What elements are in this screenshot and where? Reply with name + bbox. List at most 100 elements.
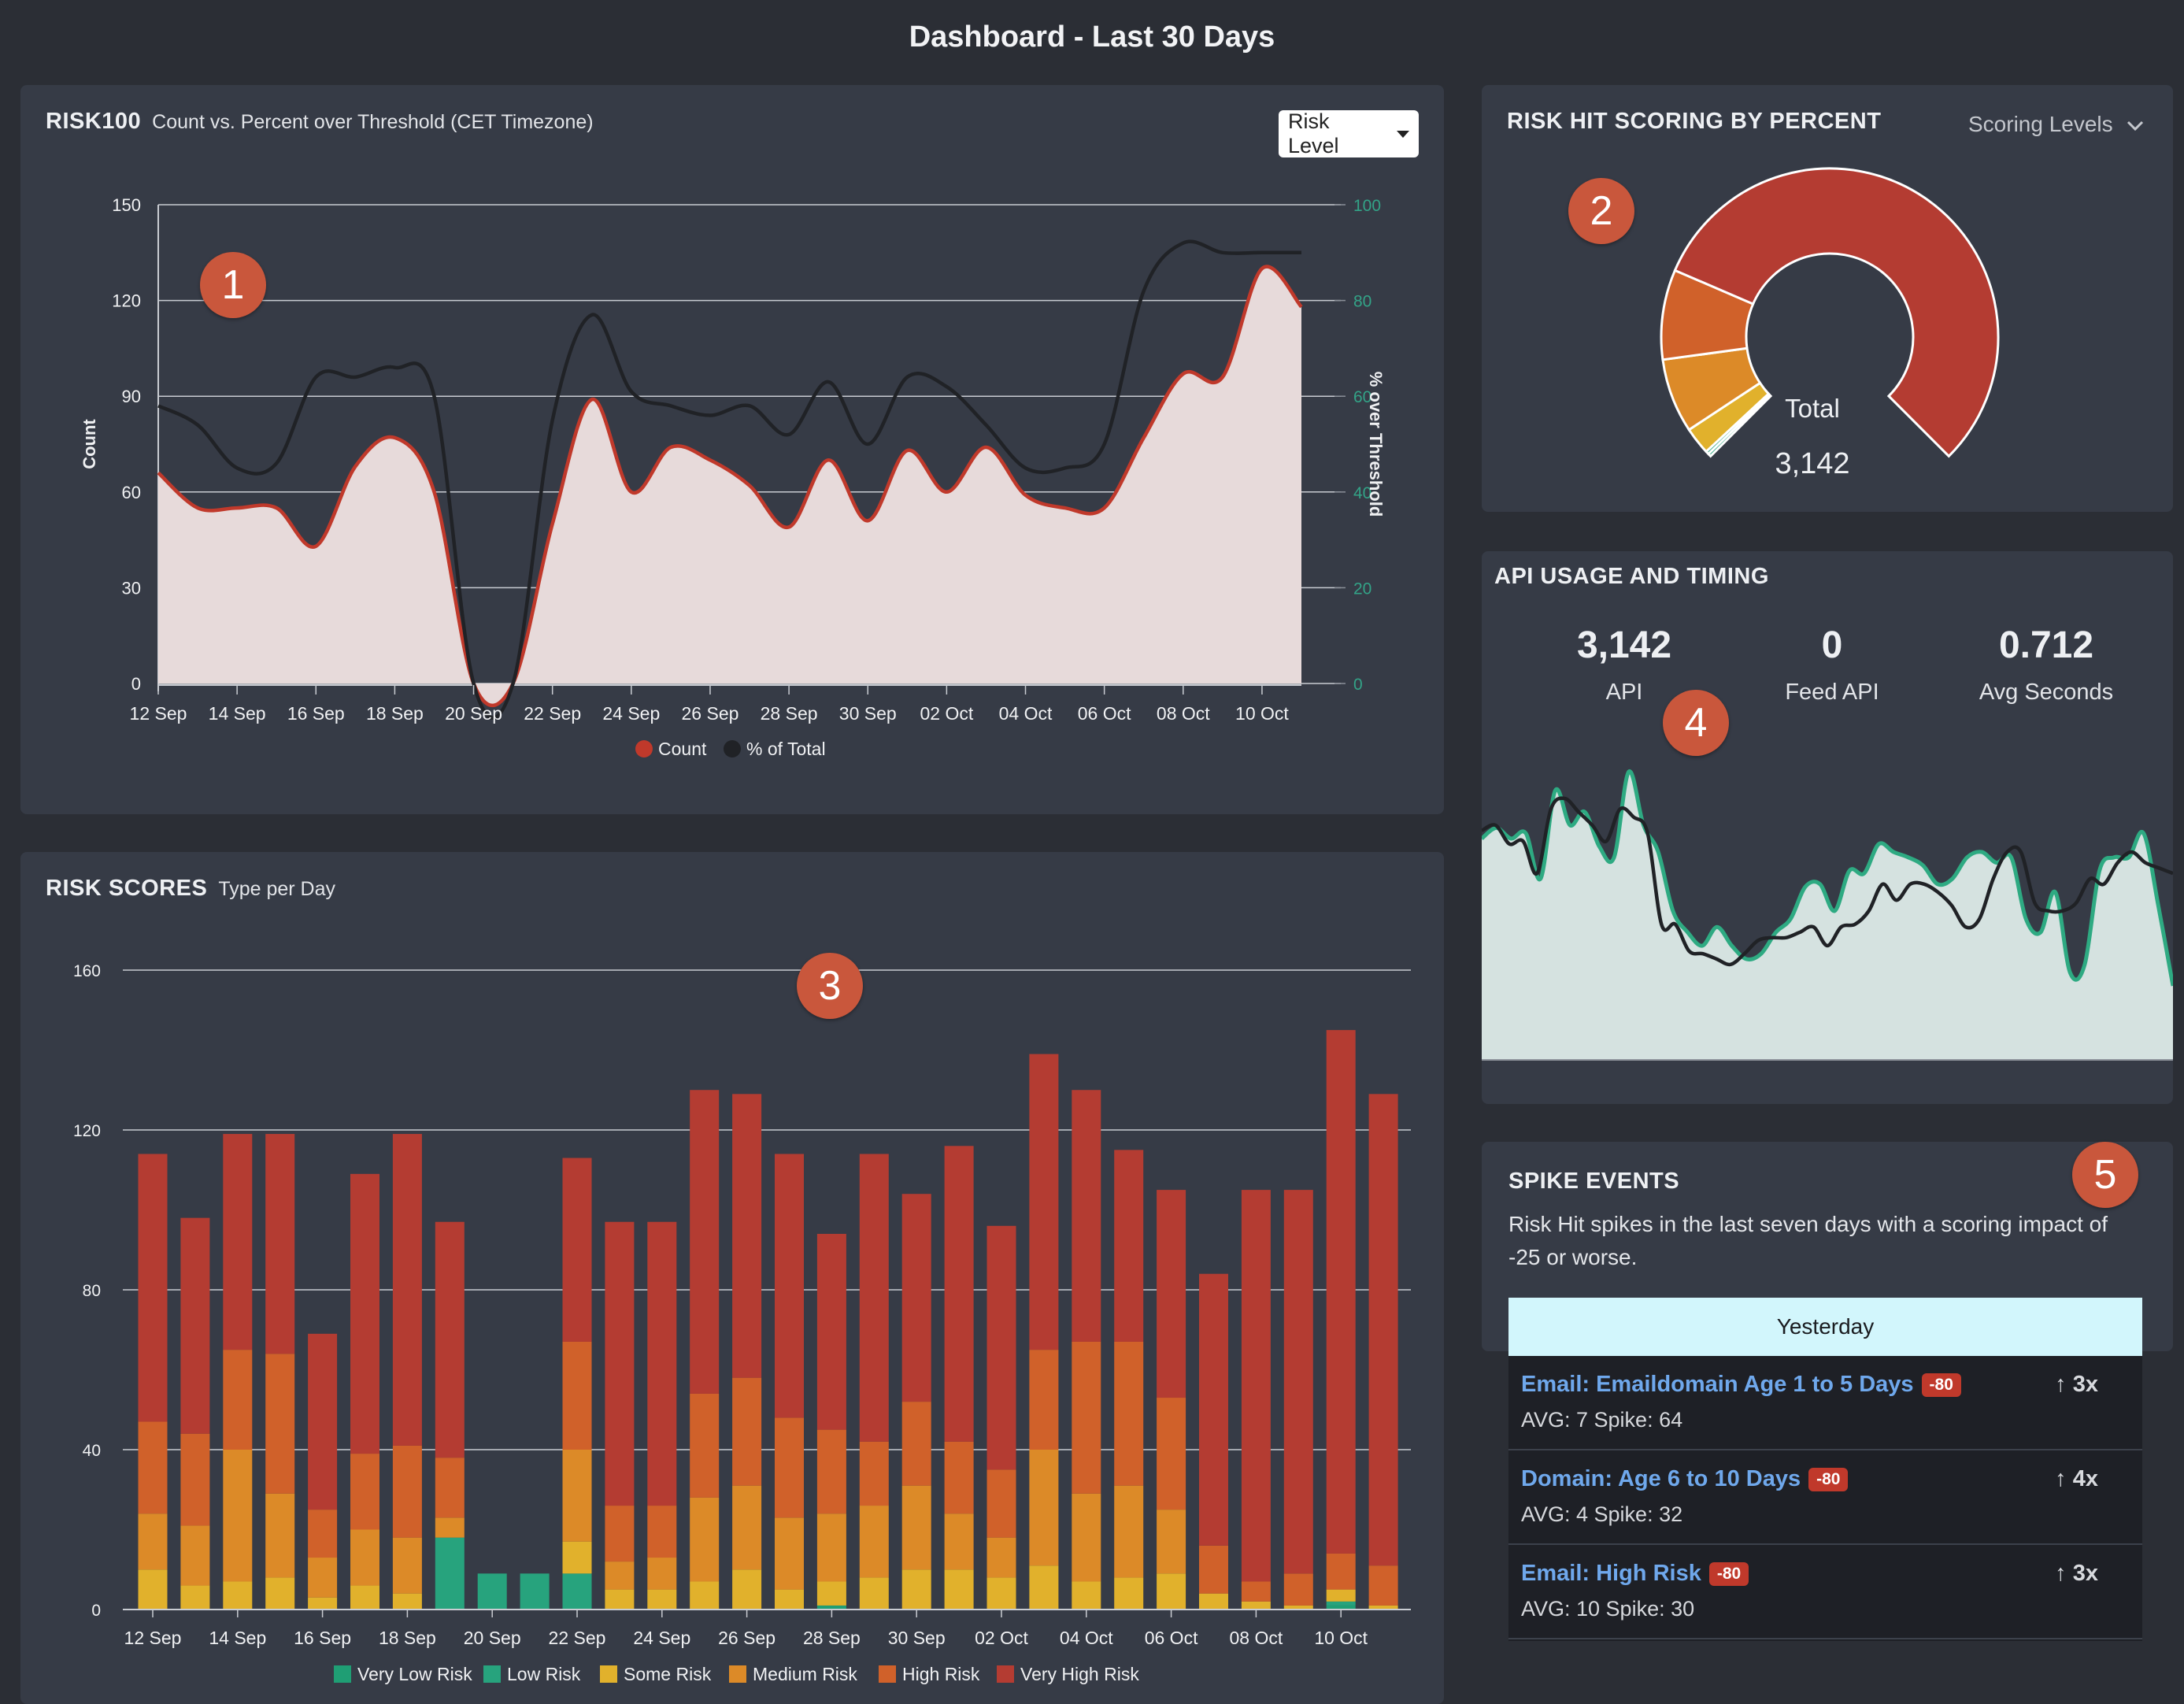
y2-tick-label: 80 (1353, 293, 1371, 311)
x-tick-label: 02 Oct (975, 1628, 1028, 1648)
bar-segment (1114, 1150, 1144, 1342)
bar-segment (732, 1569, 762, 1610)
risk-scores-subtitle: Type per Day (218, 878, 336, 900)
y2-tick-label: 0 (1353, 676, 1363, 694)
x-tick-label: 14 Sep (209, 1628, 266, 1648)
y-tick-label: 150 (112, 195, 141, 215)
risk-level-dropdown[interactable]: Risk Level (1279, 109, 1419, 157)
bar-segment (138, 1569, 168, 1610)
bar-segment (1157, 1398, 1186, 1510)
bar-segment (435, 1537, 465, 1610)
avg-seconds-stat-label: Avg Seconds (1979, 680, 2114, 705)
bar-segment (1199, 1593, 1228, 1610)
bar-segment (816, 1581, 846, 1606)
bar-segment (308, 1510, 338, 1558)
legend-label: Medium Risk (753, 1664, 857, 1684)
x-tick-label: 06 Oct (1078, 703, 1131, 724)
bar-segment (1199, 1545, 1228, 1594)
bar-segment (1326, 1601, 1356, 1606)
bar-segment (392, 1134, 422, 1446)
risk-scores-title: RISK SCORES (46, 876, 208, 901)
spike-row[interactable]: Domain: Age 6 to 10 Days -80 ↑ 4x AVG: 4 … (1508, 1450, 2142, 1545)
feed-api-stat: 0 Feed API (1718, 624, 1946, 706)
bar-segment (562, 1158, 592, 1342)
bar-segment (901, 1402, 931, 1486)
x-tick-label: 04 Oct (999, 703, 1053, 724)
bar-segment (223, 1350, 253, 1450)
count-line (157, 265, 1303, 708)
bar-segment (1241, 1190, 1271, 1582)
annotation-badge-5: 5 (2072, 1142, 2138, 1208)
spike-row-link[interactable]: Email: Emaildomain Age 1 to 5 Days -80 (1521, 1372, 1961, 1398)
legend-swatch (879, 1665, 896, 1683)
avg-seconds-stat-value: 0.712 (1998, 624, 2094, 666)
x-tick-label: 12 Sep (130, 703, 187, 724)
legend-label-count: Count (658, 739, 707, 759)
bar-segment (901, 1194, 931, 1402)
caret-down-icon (1397, 130, 1409, 138)
bar-segment (1157, 1510, 1186, 1574)
spike-row[interactable]: Email: High Risk -80 ↑ 3x AVG: 10 Spike: … (1508, 1545, 2142, 1639)
bar-segment (350, 1529, 379, 1586)
x-tick-label: 12 Sep (124, 1628, 182, 1648)
bar-segment (265, 1354, 295, 1494)
spike-events-description: Risk Hit spikes in the last seven days w… (1508, 1212, 2108, 1269)
bar-segment (1029, 1054, 1059, 1350)
bar-segment (562, 1450, 592, 1542)
x-tick-label: 10 Oct (1314, 1628, 1368, 1648)
legend-swatch (600, 1665, 617, 1683)
api-sparkline-chart (1482, 769, 2173, 1061)
y-tick-label: 80 (83, 1282, 101, 1300)
x-tick-label: 06 Oct (1145, 1628, 1198, 1648)
bar-segment (1326, 1605, 1356, 1610)
bar-segment (1199, 1273, 1228, 1546)
y-axis-label: Count (80, 419, 99, 469)
bar-segment (392, 1537, 422, 1594)
scoring-donut-chart (1660, 167, 2000, 458)
x-tick-label: 16 Sep (287, 703, 345, 724)
bar-segment (350, 1585, 379, 1610)
spike-multiplier: ↑ 3x (2055, 1372, 2098, 1397)
bar-segment (1072, 1493, 1101, 1582)
bar-segment (180, 1525, 210, 1586)
scoring-levels-dropdown[interactable]: Scoring Levels (1968, 112, 2144, 137)
bar-segment (265, 1134, 295, 1354)
impact-badge: -80 (1708, 1562, 1749, 1587)
x-tick-label: 08 Oct (1157, 703, 1210, 724)
bar-segment (562, 1341, 592, 1450)
bar-segment (647, 1589, 677, 1610)
bar-segment (1368, 1605, 1398, 1610)
bar-segment (987, 1225, 1016, 1470)
bar-segment (1072, 1581, 1101, 1610)
bar-segment (1326, 1589, 1356, 1602)
bar-segment (1241, 1601, 1271, 1610)
bar-segment (732, 1485, 762, 1570)
scoring-title: RISK HIT SCORING BY PERCENT (1507, 109, 1882, 134)
api-panel: API USAGE AND TIMING 3,142 API 0 Feed AP… (1482, 551, 2173, 1104)
x-tick-label: 18 Sep (366, 703, 424, 724)
annotation-badge-2: 2 (1568, 178, 1634, 244)
spike-row-link[interactable]: Domain: Age 6 to 10 Days -80 (1521, 1466, 1849, 1492)
bar-segment (180, 1585, 210, 1610)
bar-segment (690, 1581, 720, 1610)
bar-segment (138, 1421, 168, 1514)
donut-total-label: Total (1785, 394, 1840, 423)
spike-row-name: Email: Emaildomain Age 1 to 5 Days (1521, 1372, 1914, 1397)
bar-segment (816, 1513, 846, 1582)
bar-segment (647, 1558, 677, 1590)
spike-row-link[interactable]: Email: High Risk -80 (1521, 1561, 1749, 1587)
bar-segment (1241, 1581, 1271, 1602)
bar-segment (647, 1506, 677, 1558)
bar-segment (223, 1134, 253, 1350)
bar-segment (1114, 1341, 1144, 1486)
bar-segment (901, 1485, 931, 1570)
bar-segment (987, 1577, 1016, 1610)
bar-segment (690, 1393, 720, 1498)
x-tick-label: 20 Sep (464, 1628, 521, 1648)
api-stat: 3,142 API (1510, 624, 1738, 706)
spike-row[interactable]: Email: Emaildomain Age 1 to 5 Days -80 ↑ … (1508, 1356, 2142, 1450)
bar-segment (392, 1445, 422, 1538)
bar-segment (392, 1593, 422, 1610)
x-tick-label: 04 Oct (1060, 1628, 1113, 1648)
risk-scores-chart: 0 40 80 120 160 12 Sep 14 Sep 16 Sep 18 Sep 20 Se… (73, 962, 1411, 1684)
